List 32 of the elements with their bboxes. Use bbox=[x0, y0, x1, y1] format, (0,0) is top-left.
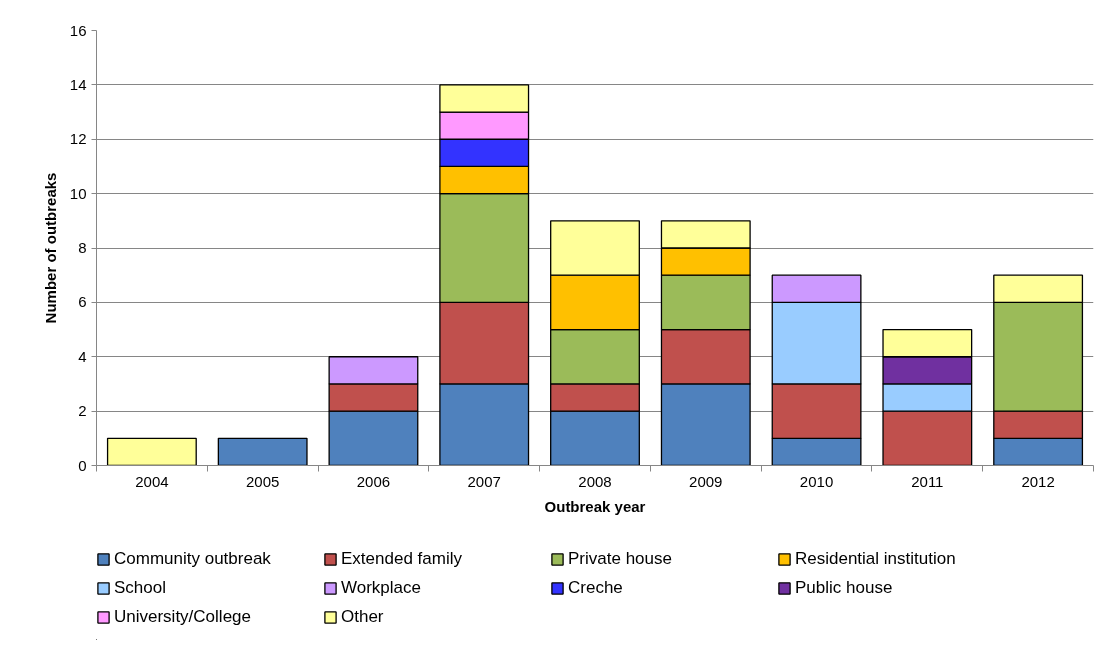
legend-label: University/College bbox=[114, 607, 252, 627]
x-tick-label: 2011 bbox=[911, 472, 944, 490]
x-tick-label: 2007 bbox=[467, 472, 501, 490]
legend-label: Public house bbox=[795, 578, 894, 598]
legend-label: Private house bbox=[568, 549, 673, 569]
x-tick-label: 2009 bbox=[689, 472, 723, 490]
y-tick-label: 10 bbox=[69, 184, 87, 202]
x-axis-title: Outbreak year bbox=[544, 497, 646, 515]
x-tick-label: 2008 bbox=[578, 472, 612, 490]
legend-label: Other bbox=[341, 607, 385, 627]
x-tick-label: 2012 bbox=[1021, 472, 1055, 490]
x-tick-label: 2004 bbox=[135, 472, 169, 490]
y-tick-label: 0 bbox=[78, 456, 87, 474]
legend-label: School bbox=[114, 578, 167, 598]
y-tick-label: 6 bbox=[78, 293, 87, 311]
legend-label: Creche bbox=[568, 578, 624, 598]
x-tick-label: 2010 bbox=[799, 472, 834, 490]
x-tick-label: 2005 bbox=[245, 472, 280, 490]
y-tick-label: 2 bbox=[78, 402, 87, 420]
legend-label: Residential institution bbox=[795, 549, 957, 569]
legend-label: Workplace bbox=[341, 578, 422, 598]
y-tick-label: 8 bbox=[78, 239, 87, 256]
legend-label: Community outbreak bbox=[114, 549, 272, 569]
y-tick-label: 4 bbox=[78, 347, 87, 365]
y-tick-label: 12 bbox=[69, 130, 87, 148]
legend-label: Extended family bbox=[341, 549, 463, 569]
bar bbox=[106, 437, 197, 466]
y-tick-label: 14 bbox=[69, 75, 87, 93]
bar bbox=[217, 437, 308, 466]
x-tick-label: 2006 bbox=[356, 472, 391, 490]
y-tick-label: 16 bbox=[69, 21, 87, 39]
y-axis-title: Number of outbreaks bbox=[41, 172, 59, 324]
